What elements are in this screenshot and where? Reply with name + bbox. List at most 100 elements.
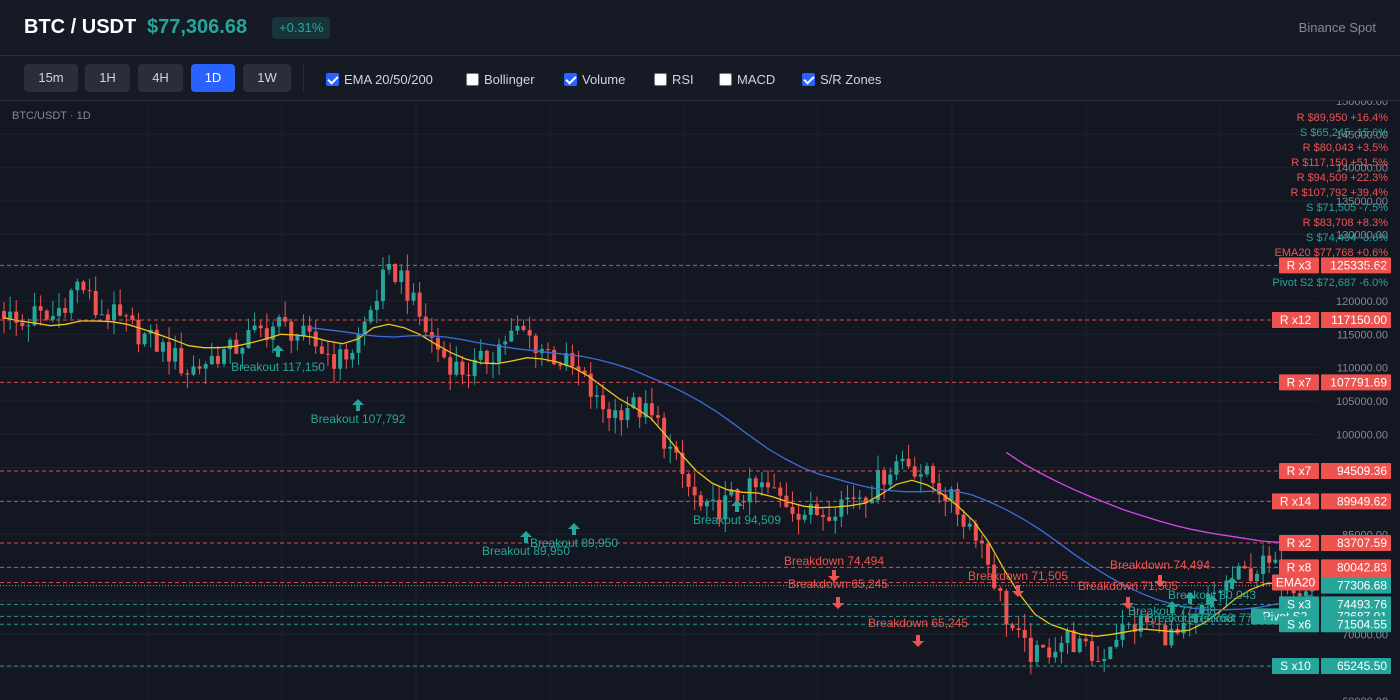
candle-body: [766, 482, 771, 488]
candle-body: [26, 325, 31, 327]
breakdown-label: Breakdown 71,505: [968, 569, 1068, 583]
y-tick-label: 145000.00: [1336, 129, 1388, 141]
candle-body: [277, 317, 282, 327]
volume-checkbox[interactable]: [564, 72, 577, 86]
timeframe-1d-button[interactable]: 1D: [191, 64, 235, 92]
candle-body: [380, 269, 385, 301]
candle-body: [833, 516, 838, 521]
rsi-checkbox[interactable]: [654, 72, 667, 86]
price-axis-label-bg: [1321, 658, 1391, 675]
candle-body: [258, 325, 263, 329]
level-badge-bg: [1272, 493, 1319, 510]
candle-body: [515, 325, 520, 331]
candle-body: [845, 497, 850, 500]
breakdown-label: Breakdown 71,505: [1078, 579, 1178, 593]
sr-zones-checkbox[interactable]: [802, 72, 815, 86]
breakout-arrow-icon: [568, 523, 580, 535]
candle-body: [772, 487, 777, 489]
candle-body: [460, 361, 465, 375]
candle-body: [1261, 555, 1266, 574]
candle-body: [179, 348, 184, 374]
candle-body: [1053, 651, 1058, 658]
candle-body: [790, 506, 795, 514]
candle-body: [924, 466, 929, 475]
candle-body: [992, 564, 997, 589]
candle-body: [1297, 593, 1302, 597]
candle-body: [63, 308, 68, 313]
y-tick-label: 130000.00: [1336, 229, 1388, 241]
candle-body: [1047, 647, 1052, 658]
candle-body: [160, 342, 165, 352]
candle-body: [20, 322, 25, 327]
rsi-toggle[interactable]: RSI: [654, 70, 694, 88]
candle-body: [882, 469, 887, 485]
bollinger-checkbox[interactable]: [466, 72, 479, 86]
candle-body: [283, 317, 288, 322]
candle-body: [417, 292, 422, 317]
volume-toggle[interactable]: Volume: [564, 70, 625, 88]
candle-body: [808, 504, 813, 515]
level-badge-bg: [1279, 462, 1319, 479]
candle-body: [527, 330, 532, 336]
candle-body: [686, 473, 691, 487]
timeframe-4h-button[interactable]: 4H: [138, 64, 183, 92]
candle-body: [118, 304, 123, 316]
timeframe-1w-button[interactable]: 1W: [243, 64, 291, 92]
breakdown-label: Breakdown 74,494: [784, 554, 884, 568]
breakout-arrow-icon: [731, 500, 743, 512]
candle-body: [894, 461, 899, 475]
candle-body: [979, 540, 984, 544]
candle-body: [50, 316, 55, 320]
candle-body: [466, 374, 471, 376]
sr-legend-entry: R $94,509 +22.3%: [1297, 172, 1389, 184]
candle-body: [203, 364, 208, 369]
candle-body: [1242, 566, 1247, 569]
level-badge: R x3: [1287, 258, 1312, 272]
breakout-arrow-icon: [1166, 601, 1178, 613]
price-axis-label-bg: [1321, 374, 1391, 391]
sr-zones-toggle[interactable]: S/R Zones: [802, 70, 881, 88]
chart-caption: BTC/USDT · 1D: [12, 110, 91, 122]
candle-body: [209, 355, 214, 365]
breakout-arrow-icon: [352, 399, 364, 411]
candle-body: [637, 397, 642, 418]
candle-body: [319, 346, 324, 354]
macd-checkbox[interactable]: [719, 72, 732, 86]
ema50-line: [309, 327, 1313, 611]
level-badge: R x12: [1280, 313, 1312, 327]
candle-body: [619, 410, 624, 421]
price-axis-label: 77306.68: [1337, 579, 1387, 593]
bollinger-toggle[interactable]: Bollinger: [466, 70, 535, 88]
ema-toggle[interactable]: EMA 20/50/200: [326, 70, 433, 88]
candle-body: [576, 366, 581, 371]
candle-body: [1187, 622, 1192, 624]
sr-legend-entry: R $80,043 +3.5%: [1303, 142, 1389, 154]
candle-body: [1218, 590, 1223, 594]
timeframe-15m-button[interactable]: 15m: [24, 64, 78, 92]
candle-body: [99, 314, 104, 316]
price-axis-label-bg: [1321, 257, 1391, 274]
candle-body: [796, 513, 801, 520]
candle-body: [1004, 590, 1009, 625]
candle-body: [717, 499, 722, 520]
candle-body: [1236, 566, 1241, 580]
price-axis-label: 117150.00: [1331, 313, 1387, 327]
level-badge: R x8: [1287, 560, 1312, 574]
macd-toggle[interactable]: MACD: [719, 70, 775, 88]
timeframe-1h-button[interactable]: 1H: [85, 64, 130, 92]
candlestick-chart[interactable]: 150000.00 145000.00 140000.00 135000.00 1300…: [0, 101, 1400, 700]
candle-body: [472, 359, 477, 376]
breakdown-label: Breakdown 65,245: [788, 577, 888, 591]
candle-body: [1181, 622, 1186, 634]
breakdown-arrow-icon: [1122, 597, 1134, 609]
candle-body: [399, 270, 404, 283]
candle-body: [429, 332, 434, 338]
price-axis-label-bg: [1321, 462, 1391, 479]
candle-body: [802, 514, 807, 520]
candle-body: [857, 497, 862, 499]
level-badge: R x2: [1287, 536, 1312, 550]
ema-checkbox[interactable]: [326, 72, 339, 86]
candle-body: [588, 373, 593, 397]
price-chart-area[interactable]: 150000.00 145000.00 140000.00 135000.00 1300…: [0, 101, 1400, 700]
candle-body: [949, 488, 954, 501]
